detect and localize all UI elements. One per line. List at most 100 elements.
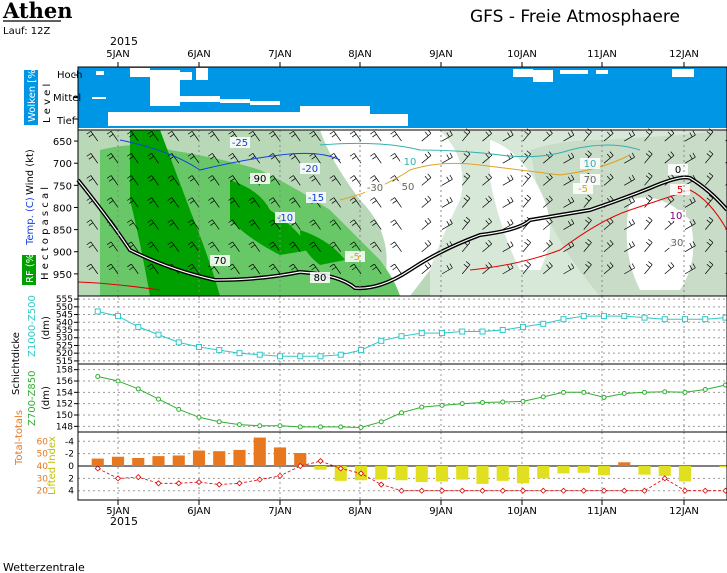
wind-barb bbox=[543, 262, 553, 275]
date-label-bottom: 5JAN bbox=[106, 506, 129, 517]
wind-barb bbox=[502, 196, 514, 208]
data-point bbox=[601, 394, 607, 400]
li-bar bbox=[577, 466, 590, 473]
tt-tick-label: 20 bbox=[37, 487, 49, 497]
wind-barb bbox=[461, 261, 471, 275]
wind-ylabel: Wind (kt) bbox=[25, 149, 36, 195]
li-bar bbox=[233, 449, 246, 466]
date-label-top: 5JAN bbox=[106, 49, 129, 60]
wind-barb bbox=[461, 194, 471, 208]
rh-very-moist-area bbox=[300, 230, 345, 265]
wind-barb bbox=[208, 241, 220, 252]
date-label-bottom: 9JAN bbox=[429, 506, 452, 517]
data-point bbox=[418, 330, 425, 337]
wind-barb bbox=[390, 130, 402, 142]
wind-barb bbox=[329, 263, 342, 275]
date-label-bottom: 7JAN bbox=[268, 506, 291, 517]
instability-panel: -4 60 -2 50 0 40 2 30 4 20 Total-totals Lifted In… bbox=[14, 410, 727, 500]
wind-barb bbox=[309, 175, 321, 186]
wind-barb bbox=[86, 175, 99, 186]
tt-tick-label: 60 bbox=[37, 437, 49, 447]
wind-barb bbox=[187, 263, 200, 275]
wind-barb bbox=[563, 196, 575, 208]
date-label-bottom: 8JAN bbox=[348, 506, 371, 517]
tt-point bbox=[195, 479, 203, 486]
tt-point bbox=[641, 487, 648, 494]
data-point bbox=[338, 424, 344, 430]
wind-barb bbox=[208, 130, 220, 142]
cloud-mid-area bbox=[220, 99, 250, 103]
data-point bbox=[500, 399, 506, 405]
wind-barb bbox=[624, 130, 635, 142]
li-tick-label: -4 bbox=[65, 437, 74, 447]
wind-barb bbox=[441, 196, 453, 208]
tt-point bbox=[499, 487, 506, 494]
date-label-top: 7JAN bbox=[268, 49, 291, 60]
tt-point bbox=[378, 481, 385, 488]
axis-tick-label: 150 bbox=[56, 411, 73, 421]
data-point bbox=[480, 400, 485, 406]
isotherm-label: 10 bbox=[404, 157, 417, 168]
date-axis-bottom: 5JAN 6JAN 7JAN 8JAN 9JAN 10JAN 11JAN 12JAN bbox=[106, 500, 699, 517]
isotherm-label: -25 bbox=[232, 138, 248, 149]
city-title: Athen bbox=[2, 0, 73, 23]
isotherm-label-bg bbox=[398, 181, 418, 192]
wind-barb bbox=[441, 174, 453, 186]
date-label-bottom: 10JAN bbox=[507, 506, 537, 517]
pressure-tick-label: 900 bbox=[53, 248, 72, 259]
cloud-level-low: Tief bbox=[56, 116, 76, 127]
cloud-high-area bbox=[180, 72, 192, 80]
data-point bbox=[135, 386, 141, 392]
wind-barb bbox=[268, 219, 281, 230]
wind-barb bbox=[644, 172, 653, 186]
wind-barb bbox=[127, 197, 139, 208]
tt-point bbox=[236, 480, 243, 487]
wind-barb bbox=[482, 217, 492, 230]
z700-line bbox=[97, 376, 727, 429]
z1000-line bbox=[97, 311, 727, 357]
rh-ylabel-box bbox=[22, 255, 36, 285]
wind-barb bbox=[289, 175, 301, 186]
wind-barb bbox=[684, 241, 696, 253]
tt-point bbox=[155, 480, 162, 487]
wind-barb bbox=[370, 153, 382, 164]
axis-tick-label: 555 bbox=[56, 295, 73, 305]
wind-barb bbox=[208, 197, 220, 208]
data-point bbox=[317, 353, 324, 360]
wind-barb bbox=[147, 130, 159, 142]
isotherm-warm bbox=[77, 189, 727, 291]
data-point bbox=[702, 316, 709, 323]
isotherm-orange bbox=[339, 154, 631, 201]
li-bar bbox=[678, 466, 692, 482]
wind-barb bbox=[187, 197, 200, 208]
isotherm-label: 90 bbox=[254, 174, 267, 185]
li-tick-label: 2 bbox=[68, 474, 74, 484]
li-bar bbox=[253, 437, 266, 466]
wind-barb bbox=[370, 219, 382, 230]
tt-point bbox=[317, 457, 324, 465]
tt-point bbox=[681, 487, 689, 494]
data-point bbox=[641, 314, 648, 321]
tt-point bbox=[661, 475, 668, 482]
data-point bbox=[540, 394, 546, 400]
cloud-high-area bbox=[96, 71, 104, 75]
li-bar bbox=[294, 453, 307, 466]
z1000-unit: (dm) bbox=[41, 316, 52, 340]
tt-tick-label: 40 bbox=[37, 462, 49, 472]
li-bars bbox=[91, 437, 727, 484]
wind-barb bbox=[127, 130, 139, 142]
wind-barb bbox=[704, 239, 714, 252]
data-point bbox=[297, 353, 304, 360]
tt-point bbox=[135, 474, 142, 481]
wind-barb bbox=[624, 174, 635, 186]
cloud-mid-area bbox=[180, 96, 220, 102]
wind-barb bbox=[522, 239, 531, 252]
cloud-high-area bbox=[150, 70, 180, 92]
cloud-level-mid: Mittel bbox=[53, 93, 81, 104]
wind-barb bbox=[502, 174, 514, 186]
data-point bbox=[337, 351, 344, 358]
date-label-top: 10JAN bbox=[507, 49, 537, 60]
cloud-mid-area bbox=[150, 92, 180, 106]
